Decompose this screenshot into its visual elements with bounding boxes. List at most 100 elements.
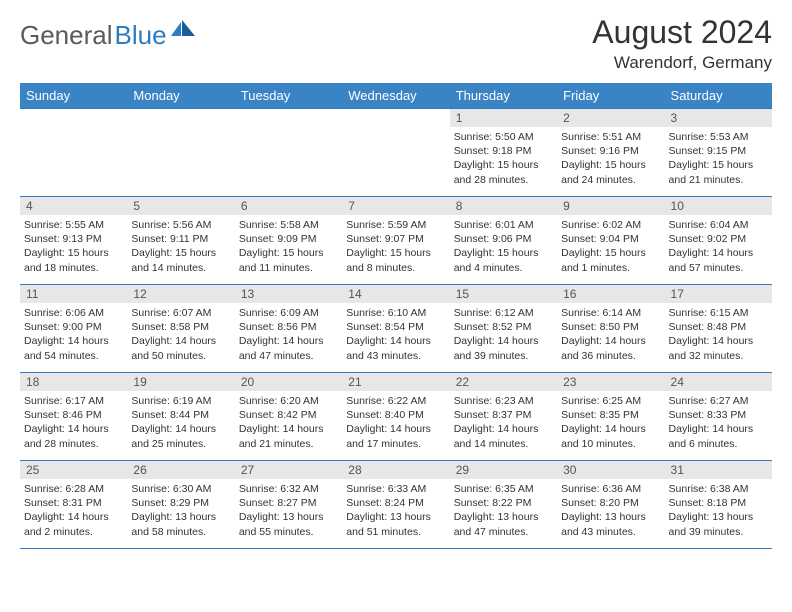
day-cell: 7Sunrise: 5:59 AMSunset: 9:07 PMDaylight… bbox=[342, 197, 449, 285]
sunset-text: Sunset: 8:22 PM bbox=[454, 496, 553, 510]
day-number: 15 bbox=[450, 285, 557, 303]
day-cell bbox=[235, 109, 342, 197]
daylight-text: Daylight: 15 hours and 1 minutes. bbox=[561, 246, 660, 274]
sunset-text: Sunset: 8:50 PM bbox=[561, 320, 660, 334]
day-number: 2 bbox=[557, 109, 664, 127]
sunset-text: Sunset: 9:07 PM bbox=[346, 232, 445, 246]
daylight-text: Daylight: 14 hours and 25 minutes. bbox=[131, 422, 230, 450]
daylight-text: Daylight: 14 hours and 21 minutes. bbox=[239, 422, 338, 450]
daylight-text: Daylight: 15 hours and 24 minutes. bbox=[561, 158, 660, 186]
day-body: Sunrise: 6:02 AMSunset: 9:04 PMDaylight:… bbox=[557, 215, 664, 279]
daylight-text: Daylight: 14 hours and 6 minutes. bbox=[669, 422, 768, 450]
sunrise-text: Sunrise: 6:15 AM bbox=[669, 306, 768, 320]
day-number: 12 bbox=[127, 285, 234, 303]
sunset-text: Sunset: 9:06 PM bbox=[454, 232, 553, 246]
day-cell: 17Sunrise: 6:15 AMSunset: 8:48 PMDayligh… bbox=[665, 285, 772, 373]
day-cell: 23Sunrise: 6:25 AMSunset: 8:35 PMDayligh… bbox=[557, 373, 664, 461]
daylight-text: Daylight: 13 hours and 39 minutes. bbox=[669, 510, 768, 538]
sunset-text: Sunset: 9:00 PM bbox=[24, 320, 123, 334]
day-body: Sunrise: 6:04 AMSunset: 9:02 PMDaylight:… bbox=[665, 215, 772, 279]
sunset-text: Sunset: 8:52 PM bbox=[454, 320, 553, 334]
daylight-text: Daylight: 14 hours and 10 minutes. bbox=[561, 422, 660, 450]
sunrise-text: Sunrise: 6:28 AM bbox=[24, 482, 123, 496]
title-block: August 2024 Warendorf, Germany bbox=[592, 14, 772, 73]
day-number: 18 bbox=[20, 373, 127, 391]
day-number: 7 bbox=[342, 197, 449, 215]
day-cell: 16Sunrise: 6:14 AMSunset: 8:50 PMDayligh… bbox=[557, 285, 664, 373]
day-number: 22 bbox=[450, 373, 557, 391]
sunrise-text: Sunrise: 6:06 AM bbox=[24, 306, 123, 320]
sunset-text: Sunset: 9:04 PM bbox=[561, 232, 660, 246]
day-body: Sunrise: 5:53 AMSunset: 9:15 PMDaylight:… bbox=[665, 127, 772, 191]
day-cell: 24Sunrise: 6:27 AMSunset: 8:33 PMDayligh… bbox=[665, 373, 772, 461]
day-cell: 8Sunrise: 6:01 AMSunset: 9:06 PMDaylight… bbox=[450, 197, 557, 285]
day-body: Sunrise: 6:30 AMSunset: 8:29 PMDaylight:… bbox=[127, 479, 234, 543]
day-body: Sunrise: 6:17 AMSunset: 8:46 PMDaylight:… bbox=[20, 391, 127, 455]
sunset-text: Sunset: 8:37 PM bbox=[454, 408, 553, 422]
sunrise-text: Sunrise: 6:38 AM bbox=[669, 482, 768, 496]
daylight-text: Daylight: 15 hours and 4 minutes. bbox=[454, 246, 553, 274]
day-cell: 25Sunrise: 6:28 AMSunset: 8:31 PMDayligh… bbox=[20, 461, 127, 549]
sunset-text: Sunset: 8:35 PM bbox=[561, 408, 660, 422]
sunset-text: Sunset: 8:58 PM bbox=[131, 320, 230, 334]
day-body: Sunrise: 6:07 AMSunset: 8:58 PMDaylight:… bbox=[127, 303, 234, 367]
day-cell: 28Sunrise: 6:33 AMSunset: 8:24 PMDayligh… bbox=[342, 461, 449, 549]
day-body: Sunrise: 5:59 AMSunset: 9:07 PMDaylight:… bbox=[342, 215, 449, 279]
week-row: 4Sunrise: 5:55 AMSunset: 9:13 PMDaylight… bbox=[20, 197, 772, 285]
sunrise-text: Sunrise: 6:23 AM bbox=[454, 394, 553, 408]
day-body: Sunrise: 5:51 AMSunset: 9:16 PMDaylight:… bbox=[557, 127, 664, 191]
sunrise-text: Sunrise: 6:02 AM bbox=[561, 218, 660, 232]
day-cell: 14Sunrise: 6:10 AMSunset: 8:54 PMDayligh… bbox=[342, 285, 449, 373]
day-body: Sunrise: 5:56 AMSunset: 9:11 PMDaylight:… bbox=[127, 215, 234, 279]
day-cell: 26Sunrise: 6:30 AMSunset: 8:29 PMDayligh… bbox=[127, 461, 234, 549]
day-number: 30 bbox=[557, 461, 664, 479]
day-cell: 2Sunrise: 5:51 AMSunset: 9:16 PMDaylight… bbox=[557, 109, 664, 197]
day-cell: 15Sunrise: 6:12 AMSunset: 8:52 PMDayligh… bbox=[450, 285, 557, 373]
sunrise-text: Sunrise: 5:56 AM bbox=[131, 218, 230, 232]
day-cell: 9Sunrise: 6:02 AMSunset: 9:04 PMDaylight… bbox=[557, 197, 664, 285]
daylight-text: Daylight: 14 hours and 32 minutes. bbox=[669, 334, 768, 362]
day-body: Sunrise: 6:14 AMSunset: 8:50 PMDaylight:… bbox=[557, 303, 664, 367]
sunrise-text: Sunrise: 6:36 AM bbox=[561, 482, 660, 496]
day-cell bbox=[342, 109, 449, 197]
sunset-text: Sunset: 8:48 PM bbox=[669, 320, 768, 334]
sunset-text: Sunset: 9:16 PM bbox=[561, 144, 660, 158]
day-body: Sunrise: 5:58 AMSunset: 9:09 PMDaylight:… bbox=[235, 215, 342, 279]
sunrise-text: Sunrise: 5:58 AM bbox=[239, 218, 338, 232]
daylight-text: Daylight: 14 hours and 36 minutes. bbox=[561, 334, 660, 362]
day-body: Sunrise: 5:55 AMSunset: 9:13 PMDaylight:… bbox=[20, 215, 127, 279]
daylight-text: Daylight: 14 hours and 47 minutes. bbox=[239, 334, 338, 362]
logo-text-1: General bbox=[20, 20, 113, 51]
day-number: 19 bbox=[127, 373, 234, 391]
sunset-text: Sunset: 8:18 PM bbox=[669, 496, 768, 510]
sunrise-text: Sunrise: 5:59 AM bbox=[346, 218, 445, 232]
day-cell: 10Sunrise: 6:04 AMSunset: 9:02 PMDayligh… bbox=[665, 197, 772, 285]
day-body: Sunrise: 6:23 AMSunset: 8:37 PMDaylight:… bbox=[450, 391, 557, 455]
daylight-text: Daylight: 14 hours and 17 minutes. bbox=[346, 422, 445, 450]
day-body: Sunrise: 6:06 AMSunset: 9:00 PMDaylight:… bbox=[20, 303, 127, 367]
sunset-text: Sunset: 9:09 PM bbox=[239, 232, 338, 246]
day-number: 26 bbox=[127, 461, 234, 479]
daylight-text: Daylight: 13 hours and 58 minutes. bbox=[131, 510, 230, 538]
sunrise-text: Sunrise: 6:14 AM bbox=[561, 306, 660, 320]
day-body: Sunrise: 6:09 AMSunset: 8:56 PMDaylight:… bbox=[235, 303, 342, 367]
day-number: 5 bbox=[127, 197, 234, 215]
sunrise-text: Sunrise: 6:27 AM bbox=[669, 394, 768, 408]
day-body: Sunrise: 6:28 AMSunset: 8:31 PMDaylight:… bbox=[20, 479, 127, 543]
day-cell: 22Sunrise: 6:23 AMSunset: 8:37 PMDayligh… bbox=[450, 373, 557, 461]
day-body: Sunrise: 6:35 AMSunset: 8:22 PMDaylight:… bbox=[450, 479, 557, 543]
day-cell: 12Sunrise: 6:07 AMSunset: 8:58 PMDayligh… bbox=[127, 285, 234, 373]
sunset-text: Sunset: 8:29 PM bbox=[131, 496, 230, 510]
day-number: 10 bbox=[665, 197, 772, 215]
daylight-text: Daylight: 14 hours and 39 minutes. bbox=[454, 334, 553, 362]
daylight-text: Daylight: 14 hours and 2 minutes. bbox=[24, 510, 123, 538]
sunrise-text: Sunrise: 6:19 AM bbox=[131, 394, 230, 408]
day-body: Sunrise: 5:50 AMSunset: 9:18 PMDaylight:… bbox=[450, 127, 557, 191]
week-row: 11Sunrise: 6:06 AMSunset: 9:00 PMDayligh… bbox=[20, 285, 772, 373]
sunset-text: Sunset: 8:24 PM bbox=[346, 496, 445, 510]
day-number: 24 bbox=[665, 373, 772, 391]
sunset-text: Sunset: 8:56 PM bbox=[239, 320, 338, 334]
daylight-text: Daylight: 14 hours and 57 minutes. bbox=[669, 246, 768, 274]
day-body: Sunrise: 6:27 AMSunset: 8:33 PMDaylight:… bbox=[665, 391, 772, 455]
sunrise-text: Sunrise: 6:35 AM bbox=[454, 482, 553, 496]
